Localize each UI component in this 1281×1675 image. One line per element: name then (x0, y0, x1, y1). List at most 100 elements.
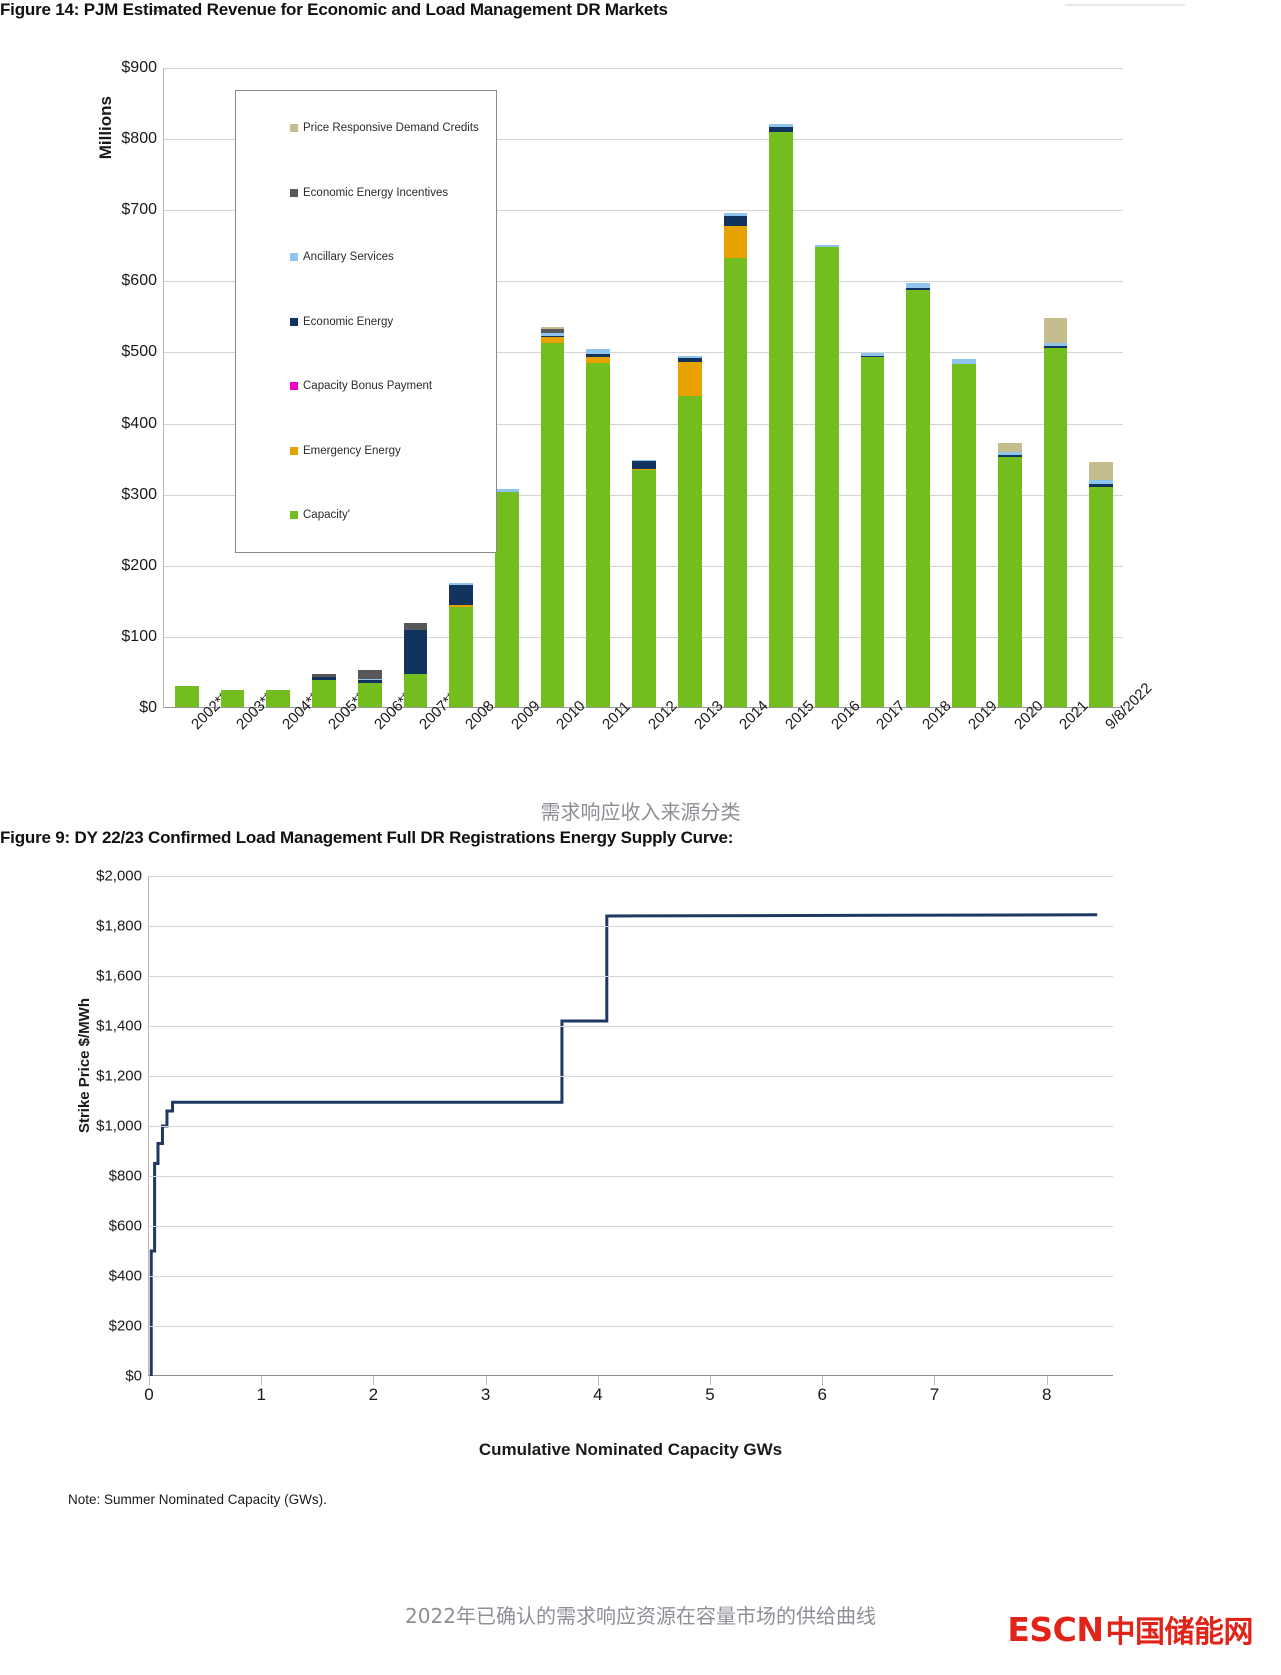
bar-segment (449, 604, 474, 607)
bar-segment (906, 288, 931, 290)
y-axis-tick-label: $100 (121, 627, 157, 645)
gridline (164, 68, 1123, 69)
bar-segment (677, 362, 702, 397)
bar-segment (632, 468, 656, 471)
bar-column[interactable] (723, 212, 748, 707)
y-axis-tick-label: $1,000 (96, 1117, 142, 1135)
x-axis-tickmark (485, 1376, 487, 1385)
bar-segment (357, 679, 382, 683)
bar-segment (677, 357, 702, 363)
bar-segment (174, 685, 199, 707)
legend-item[interactable]: Economic Energy Incentives (290, 187, 448, 199)
bar-segment (632, 470, 656, 707)
x-axis-tickmark (529, 708, 531, 717)
bar-segment (403, 630, 428, 675)
bar-segment (677, 396, 702, 707)
x-axis-tickmark (1078, 708, 1080, 717)
x-axis-tickmark (895, 708, 897, 717)
bar-column[interactable] (266, 689, 291, 707)
x-axis-tickmark (1124, 708, 1125, 717)
legend-item[interactable]: Economic Energy (290, 316, 393, 328)
gridline (164, 210, 1123, 212)
legend-item[interactable]: Capacity Bonus Payment (290, 380, 432, 392)
figure-14-title: Figure 14: PJM Estimated Revenue for Eco… (0, 0, 668, 19)
bar-segment (312, 677, 336, 680)
bar-column[interactable] (860, 352, 885, 707)
gridline (149, 1026, 1113, 1027)
bar-segment (312, 679, 336, 707)
bar-column[interactable] (1089, 461, 1114, 707)
figure-14-y-axis-title: Millions (96, 96, 115, 160)
bar-segment (723, 212, 748, 216)
x-axis-tickmark (822, 1376, 824, 1385)
x-axis-tickmark (849, 708, 851, 717)
bar-segment (952, 363, 976, 707)
legend-item[interactable]: Capacity' (290, 509, 350, 521)
bar-column[interactable] (357, 670, 382, 707)
bar-segment (997, 442, 1022, 453)
y-axis-tick-label: $300 (121, 485, 157, 503)
y-axis-tick-label: $1,600 (96, 967, 142, 985)
bar-column[interactable] (1043, 318, 1068, 707)
gridline (149, 1276, 1113, 1277)
bar-segment (586, 362, 611, 707)
legend-swatch-icon (290, 253, 298, 261)
y-axis-tick-label: $400 (121, 414, 157, 432)
bar-column[interactable] (632, 459, 656, 707)
bar-segment (494, 489, 519, 492)
gridline (149, 976, 1113, 977)
bar-segment (403, 623, 428, 631)
bar-segment (220, 689, 245, 707)
x-axis-tickmark (1032, 708, 1034, 717)
x-axis-tickmark (575, 708, 577, 717)
bar-segment (860, 357, 885, 707)
bar-column[interactable] (174, 685, 199, 707)
bar-column[interactable] (494, 489, 519, 707)
bar-segment (860, 352, 885, 356)
x-axis-tick-label: 3 (480, 1385, 491, 1404)
escn-brand-latin: ESCN (1007, 1609, 1104, 1649)
x-axis-tickmark (1046, 1376, 1048, 1385)
y-axis-tick-label: $1,800 (96, 917, 142, 935)
bar-column[interactable] (220, 689, 245, 707)
legend-item[interactable]: Ancillary Services (290, 251, 394, 263)
bar-column[interactable] (540, 326, 565, 707)
x-axis-tickmark (392, 708, 394, 717)
bar-column[interactable] (403, 623, 428, 707)
bar-column[interactable] (769, 123, 794, 707)
bar-segment (1043, 318, 1068, 343)
legend-item[interactable]: Price Responsive Demand Credits (290, 122, 479, 134)
bar-segment (540, 326, 565, 329)
gridline (149, 876, 1113, 877)
x-axis-tick-label: 6 (817, 1385, 827, 1404)
bar-segment (769, 132, 794, 707)
bar-column[interactable] (814, 244, 839, 707)
y-axis-tick-label: $2,000 (96, 867, 142, 885)
bar-segment (540, 337, 565, 343)
gridline (149, 1226, 1113, 1227)
x-axis-tickmark (666, 708, 668, 717)
x-axis-tickmark (986, 708, 988, 717)
bar-column[interactable] (997, 442, 1022, 707)
x-axis-tickmark (712, 708, 714, 717)
bar-column[interactable] (952, 359, 976, 707)
x-axis-tick-label: 1 (256, 1385, 266, 1404)
bar-segment (540, 335, 565, 338)
y-axis-tick-label: $1,400 (96, 1017, 142, 1035)
figure-9-note: Note: Summer Nominated Capacity (GWs). (68, 1492, 327, 1507)
bar-segment (723, 225, 748, 258)
bar-segment (1089, 461, 1114, 481)
y-axis-tick-label: $800 (121, 130, 157, 148)
bar-column[interactable] (586, 349, 611, 707)
bar-column[interactable] (677, 355, 702, 707)
legend-item[interactable]: Emergency Energy (290, 445, 401, 457)
bar-column[interactable] (906, 283, 931, 707)
bar-column[interactable] (312, 673, 336, 707)
bar-segment (266, 689, 291, 707)
bar-column[interactable] (449, 583, 474, 707)
x-axis-tickmark (710, 1376, 712, 1385)
legend-swatch-icon (290, 382, 298, 390)
bar-segment (814, 244, 839, 247)
bar-segment (814, 246, 839, 707)
bar-segment (312, 673, 336, 678)
